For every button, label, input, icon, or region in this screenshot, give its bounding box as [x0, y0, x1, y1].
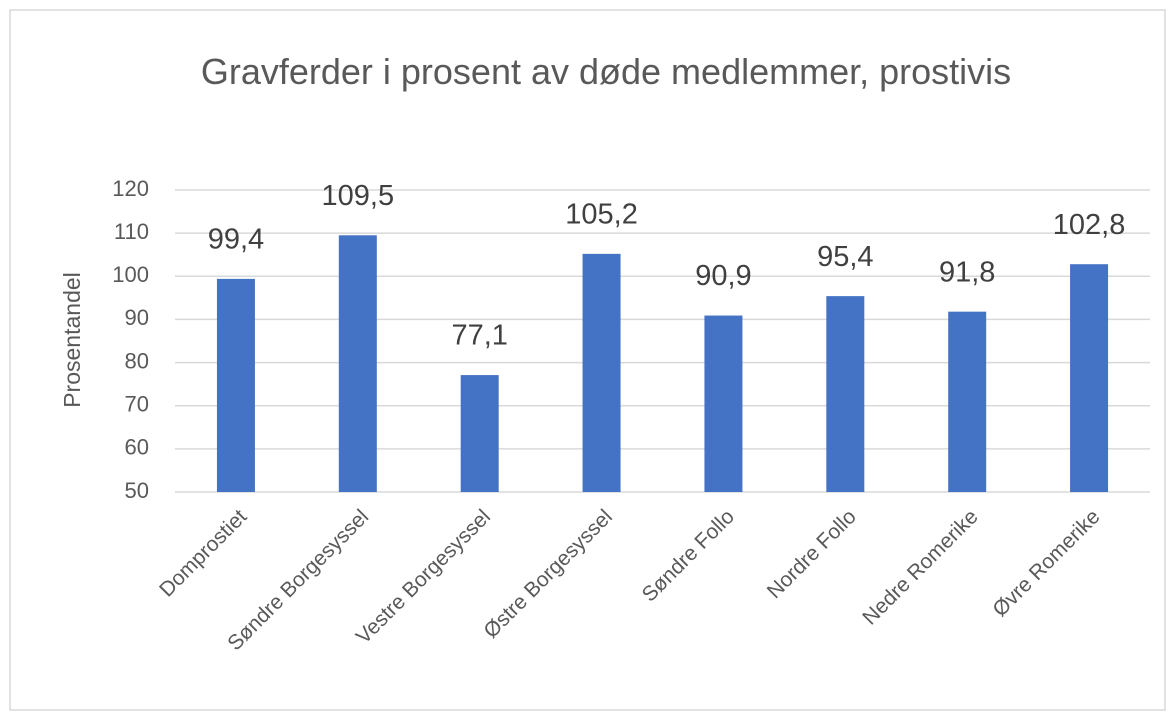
bar	[216, 278, 255, 492]
bar	[704, 315, 743, 492]
y-tick-label: 120	[112, 176, 149, 201]
x-tick-label: Nordre Follo	[763, 505, 861, 603]
y-tick-label: 60	[125, 435, 149, 460]
bar	[1070, 264, 1109, 492]
data-label: 99,4	[208, 224, 264, 256]
y-tick-label: 110	[114, 219, 149, 244]
data-label: 105,2	[565, 199, 638, 231]
data-label: 90,9	[695, 260, 751, 292]
data-label: 109,5	[322, 180, 395, 212]
data-label: 102,8	[1053, 209, 1126, 241]
bar	[826, 296, 865, 492]
chart-frame	[9, 9, 1166, 711]
x-tick-label: Øvre Romerike	[988, 505, 1104, 621]
x-tick-label: Søndre Follo	[638, 505, 739, 606]
x-tick-label: Domprostiet	[155, 505, 251, 601]
data-label: 91,8	[939, 256, 995, 288]
y-tick-label: 100	[112, 262, 149, 287]
bar	[338, 235, 377, 493]
y-tick-label: 80	[125, 348, 149, 373]
bar	[582, 253, 621, 492]
x-tick-label: Nedre Romerike	[858, 505, 982, 629]
data-label: 77,1	[451, 320, 507, 352]
y-tick-label: 50	[125, 478, 149, 503]
x-tick-label: Østre Borgesyssel	[479, 505, 617, 643]
y-tick-label: 70	[125, 392, 149, 417]
bar	[460, 375, 499, 492]
y-axis-label: Prosentandel	[59, 272, 85, 408]
chart-title: Gravferder i prosent av døde medlemmer, …	[200, 51, 1012, 92]
x-tick-label: Vestre Borgesyssel	[352, 505, 495, 648]
y-tick-label: 90	[125, 305, 149, 330]
bar	[948, 311, 987, 492]
data-label: 95,4	[817, 241, 873, 273]
